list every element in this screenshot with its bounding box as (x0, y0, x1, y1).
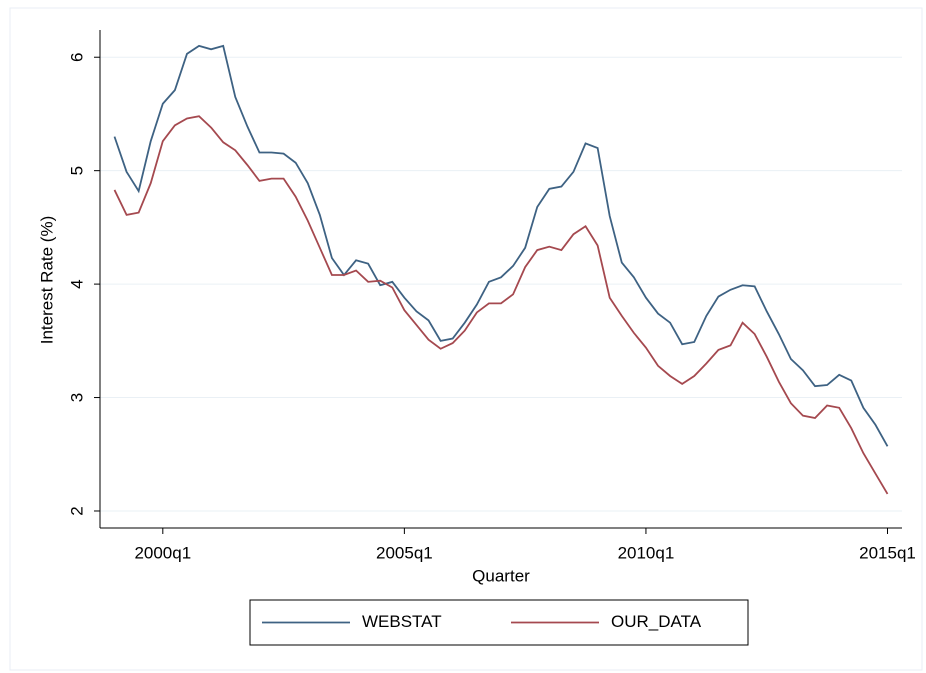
x-tick-label: 2010q1 (618, 543, 675, 562)
series-line (113, 115, 889, 495)
y-tick-label: 4 (67, 279, 86, 288)
x-axis-label: Quarter (472, 566, 530, 585)
y-tick-label: 5 (67, 166, 86, 175)
x-tick-label: 2005q1 (376, 543, 433, 562)
legend-box (249, 599, 749, 646)
y-tick-label: 3 (67, 393, 86, 402)
x-tick-label: 2015q1 (859, 543, 916, 562)
legend-label: OUR_DATA (611, 612, 702, 631)
y-tick-label: 6 (67, 52, 86, 61)
y-tick-label: 2 (67, 506, 86, 515)
x-tick-label: 2000q1 (134, 543, 191, 562)
y-axis-label: Interest Rate (%) (37, 216, 56, 345)
chart-frame (9, 7, 923, 671)
series-line (113, 44, 889, 447)
legend-label: WEBSTAT (362, 612, 442, 631)
